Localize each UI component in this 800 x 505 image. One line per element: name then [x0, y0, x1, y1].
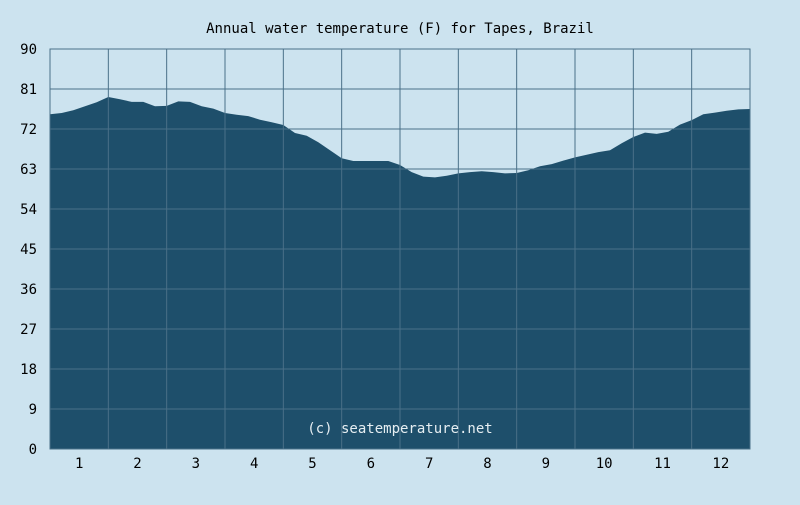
- y-tick-label: 9: [29, 402, 37, 418]
- watermark: (c) seatemperature.net: [307, 421, 492, 437]
- chart-title: Annual water temperature (F) for Tapes, …: [206, 21, 594, 37]
- grid-lines: [50, 49, 750, 449]
- x-tick-label: 5: [308, 456, 316, 472]
- x-tick-label: 1: [75, 456, 83, 472]
- x-tick-label: 10: [596, 456, 613, 472]
- y-tick-label: 45: [20, 242, 37, 258]
- y-axis-ticks: 0 9 18 27 36 45 54 63 72 81 90: [20, 42, 37, 458]
- y-tick-label: 18: [20, 362, 37, 378]
- y-tick-label: 90: [20, 42, 37, 58]
- y-tick-label: 0: [29, 442, 37, 458]
- x-tick-label: 7: [425, 456, 433, 472]
- x-tick-label: 6: [367, 456, 375, 472]
- x-tick-label: 3: [192, 456, 200, 472]
- x-axis-ticks: 1 2 3 4 5 6 7 8 9 10 11 12: [75, 456, 729, 472]
- y-tick-label: 72: [20, 122, 37, 138]
- x-tick-label: 2: [133, 456, 141, 472]
- x-tick-label: 12: [712, 456, 729, 472]
- y-tick-label: 36: [20, 282, 37, 298]
- y-tick-label: 81: [20, 82, 37, 98]
- y-tick-label: 27: [20, 322, 37, 338]
- x-tick-label: 8: [483, 456, 491, 472]
- x-tick-label: 9: [542, 456, 550, 472]
- plot-border: [49, 48, 751, 450]
- x-tick-label: 11: [654, 456, 671, 472]
- x-tick-label: 4: [250, 456, 258, 472]
- y-tick-label: 54: [20, 202, 37, 218]
- y-tick-label: 63: [20, 162, 37, 178]
